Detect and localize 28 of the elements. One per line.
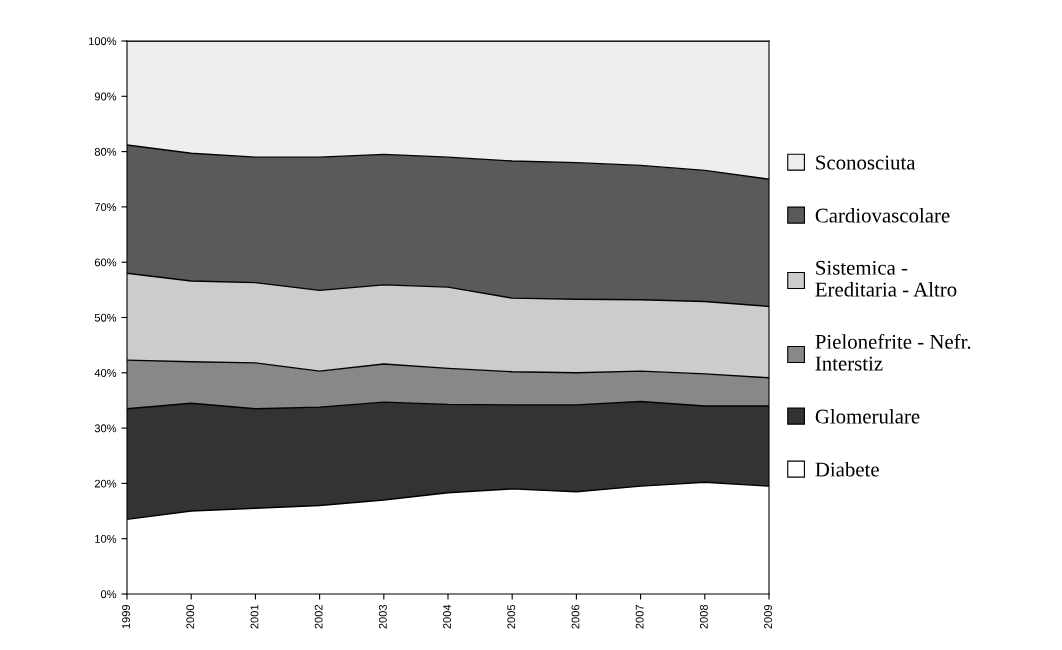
x-tick-label: 2003 xyxy=(378,604,387,629)
y-tick-label: 60% xyxy=(94,258,117,267)
x-tick-label: 1999 xyxy=(122,604,130,629)
y-tick-label: 10% xyxy=(95,534,117,543)
x-tick-label: 2008 xyxy=(699,604,708,629)
x-tick-label: 2009 xyxy=(764,604,772,629)
y-tick-label: 50% xyxy=(94,313,117,322)
legend-label: Sconosciuta xyxy=(816,155,916,170)
x-tick-label: 2001 xyxy=(250,604,259,629)
legend-label: Cardiovascolare xyxy=(815,207,950,223)
y-tick-label: 30% xyxy=(94,424,117,433)
x-tick-label: 2004 xyxy=(443,604,451,629)
legend-label: Pielonefrite - Nefr. Interstiz xyxy=(815,333,971,371)
y-tick-label: 100% xyxy=(89,37,117,46)
legend-label: Diabete xyxy=(815,461,879,477)
y-tick-label: 80% xyxy=(94,147,117,156)
legend-label: Glomerulare xyxy=(815,408,920,424)
x-tick-label: 2002 xyxy=(314,604,323,629)
legend-label: Sistemica - Ereditaria - Altro xyxy=(815,260,957,297)
x-tick-label: 2000 xyxy=(186,604,195,629)
y-tick-label: 70% xyxy=(94,203,117,212)
x-tick-label: 2006 xyxy=(571,604,580,629)
y-tick-label: 40% xyxy=(94,369,117,377)
y-tick-label: 90% xyxy=(94,92,117,101)
y-tick-label: 0% xyxy=(100,590,117,599)
x-tick-label: 2007 xyxy=(635,604,644,629)
x-tick-label: 2005 xyxy=(507,604,516,629)
y-tick-label: 20% xyxy=(94,479,117,488)
